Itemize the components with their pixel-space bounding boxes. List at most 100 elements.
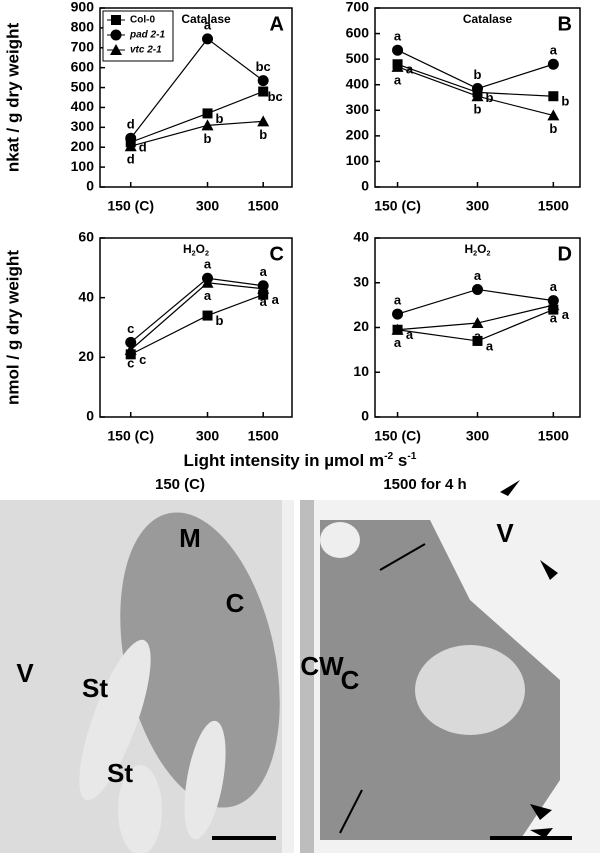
marker <box>391 323 404 335</box>
micrograph-label: V <box>496 518 514 548</box>
x-tick-label: 1500 <box>248 428 279 444</box>
y-tick-label: 500 <box>346 50 370 66</box>
y-tick-label: 100 <box>346 152 370 168</box>
marker <box>471 317 484 329</box>
significance-letter: bc <box>256 59 271 74</box>
x-tick-label: 1500 <box>538 198 569 214</box>
x-tick-label: 300 <box>196 198 220 214</box>
y-axis-label: nkat / g dry weight <box>3 23 22 173</box>
y-tick-label: 300 <box>71 118 95 134</box>
significance-letter: a <box>406 327 414 342</box>
marker <box>547 109 560 121</box>
marker <box>201 276 214 288</box>
label-part: O <box>196 242 205 256</box>
panel-label: C <box>270 243 284 265</box>
micrograph-label: St <box>82 673 108 703</box>
starch <box>79 639 151 801</box>
x-tick-label: 1500 <box>538 428 569 444</box>
marker <box>202 33 214 45</box>
label: Light intensity in µmol m-2 s-1 <box>184 451 417 471</box>
y-tick-label: 600 <box>71 58 95 74</box>
marker <box>124 140 137 152</box>
marker <box>125 132 137 144</box>
marker <box>124 343 137 355</box>
marker <box>202 108 213 119</box>
marker <box>257 282 270 294</box>
y-tick-label: 0 <box>361 408 369 424</box>
marker <box>125 336 137 348</box>
y-tick-label: 30 <box>353 273 369 289</box>
label-part: -2 <box>384 451 393 462</box>
significance-letter: b <box>486 90 494 105</box>
label: H2O2 <box>464 242 490 257</box>
significance-letter: a <box>550 279 558 294</box>
micrograph-label: CW <box>300 651 344 681</box>
label-part: 2 <box>192 249 196 258</box>
significance-letter: b <box>549 121 557 136</box>
y-tick-label: 500 <box>71 78 95 94</box>
significance-letter: bc <box>268 89 283 104</box>
marker <box>472 83 483 95</box>
marker <box>257 75 269 87</box>
plot-frame <box>99 237 293 418</box>
y-tick-label: 20 <box>353 318 369 334</box>
panel-label: B <box>558 13 572 35</box>
x-tick-label: 150 (C) <box>107 428 154 444</box>
label-part: 2 <box>487 249 491 258</box>
x-tick-label: 150 (C) <box>374 428 421 444</box>
significance-letter: b <box>474 67 482 82</box>
label-part: Light intensity in µmol m <box>184 451 385 470</box>
micrograph-label: V <box>16 658 34 688</box>
marker <box>547 58 559 70</box>
marker <box>258 289 269 300</box>
cell-wall <box>300 500 314 853</box>
legend-label: Col-0 <box>130 15 155 26</box>
marker <box>392 44 404 56</box>
series-line <box>130 120 264 147</box>
x-tick-label: 300 <box>196 428 220 444</box>
marker <box>202 310 213 321</box>
significance-letter: a <box>562 307 570 322</box>
micrograph-label: C <box>341 665 360 695</box>
label-part: O <box>477 242 486 256</box>
significance-letter: a <box>394 29 402 44</box>
chloroplast <box>120 512 280 808</box>
y-tick-label: 600 <box>346 24 370 40</box>
vesicle <box>415 645 525 735</box>
marker <box>391 60 404 72</box>
arrow <box>339 789 363 834</box>
significance-letter: c <box>139 352 146 367</box>
starch <box>184 720 226 840</box>
label-part: H <box>183 242 192 256</box>
series-line <box>130 282 264 351</box>
micrograph-label: St <box>107 758 133 788</box>
chart-title: Catalase <box>463 12 513 26</box>
significance-letter: a <box>406 62 414 77</box>
significance-letter: b <box>216 111 224 126</box>
significance-letter: b <box>561 94 569 109</box>
y-tick-label: 200 <box>346 127 370 143</box>
marker <box>201 119 214 131</box>
legend-marker <box>111 15 121 25</box>
panel-label: A <box>270 13 284 35</box>
significance-letter: a <box>272 292 280 307</box>
significance-letter: a <box>204 17 212 32</box>
marker <box>257 115 270 127</box>
marker <box>258 86 269 97</box>
y-tick-label: 300 <box>346 101 370 117</box>
significance-letter: a <box>486 338 494 353</box>
marker <box>392 308 404 320</box>
x-tick-label: 1500 <box>248 198 279 214</box>
label-part: 2 <box>205 249 209 258</box>
y-axis-label: nmol / g dry weight <box>3 250 22 405</box>
label-part: 2 <box>473 249 477 258</box>
micrograph-label: M <box>179 523 201 553</box>
micrograph-label: C <box>226 588 245 618</box>
significance-letter: a <box>394 293 402 308</box>
significance-letter: a <box>474 268 482 283</box>
x-tick-label: 300 <box>466 428 490 444</box>
significance-letter: a <box>394 72 402 87</box>
y-tick-label: 700 <box>71 38 95 54</box>
significance-letter: b <box>474 102 482 117</box>
